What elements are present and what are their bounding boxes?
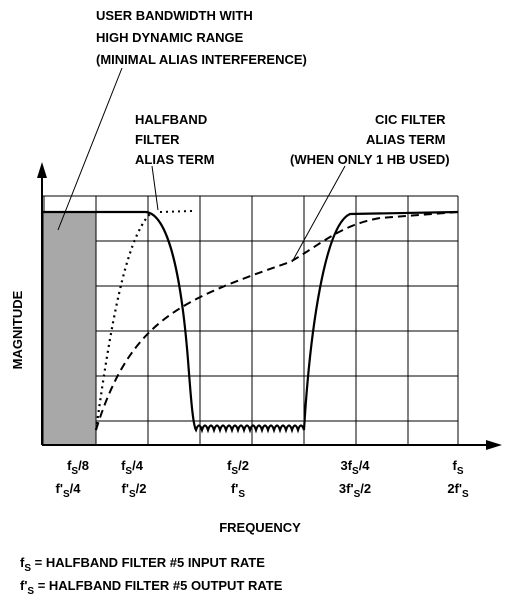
footnote-pre: f [20, 555, 25, 570]
x-tick-label: fS [452, 458, 463, 477]
annotation-line: FILTER [135, 132, 180, 147]
annotation-line: HIGH DYNAMIC RANGE [96, 30, 244, 45]
footnote: f'S = HALFBAND FILTER #5 OUTPUT RATE [20, 578, 283, 597]
x-tick-label-pre: f [121, 458, 126, 473]
annotation-line: HALFBAND [135, 112, 207, 127]
footnote-pre: f' [20, 578, 27, 593]
halfband-alias-curve [94, 213, 151, 431]
footnote-post: = HALFBAND FILTER #5 OUTPUT RATE [34, 578, 283, 593]
leader-cic [291, 165, 346, 263]
x-tick-label-post: /2 [360, 481, 371, 496]
x-axis-label: FREQUENCY [219, 520, 301, 535]
halfband-alias-tail [159, 210, 193, 213]
x-tick-label-post: /4 [359, 458, 371, 473]
x-tick-label-sub: S [352, 466, 359, 477]
x-tick-label-pre: 2f' [447, 481, 462, 496]
x-tick-label: fS/2 [227, 458, 249, 477]
x-tick-label-pre: f' [56, 481, 63, 496]
x-tick-label-pre: f [227, 458, 232, 473]
y-axis-label: MAGNITUDE [10, 290, 25, 369]
annotation-line: USER BANDWIDTH WITH [96, 8, 253, 23]
footnote-sub: S [27, 586, 34, 597]
annotation-line: ALIAS TERM [135, 152, 214, 167]
x-tick-label-pre: f' [231, 481, 238, 496]
x-tick-label-pre: 3f' [339, 481, 354, 496]
x-tick-label-sub: S [354, 489, 361, 500]
x-tick-label-pre: f [67, 458, 72, 473]
x-tick-label-sub: S [231, 466, 238, 477]
x-tick-label-sub: S [129, 489, 136, 500]
x-tick-label-post: /2 [238, 458, 249, 473]
x-tick-label: f'S/2 [122, 481, 147, 500]
user-band [42, 211, 97, 446]
x-tick-label-sub: S [125, 466, 132, 477]
grid [42, 195, 459, 445]
x-tick-label-post: /2 [136, 481, 147, 496]
x-tick-label-pre: f' [122, 481, 129, 496]
x-tick-label-post: /8 [78, 458, 89, 473]
x-tick-label: f'S/4 [56, 481, 82, 500]
leader-halfband [151, 165, 159, 211]
x-tick-label: 3fS/4 [340, 458, 370, 477]
x-tick-label-sub: S [462, 489, 469, 500]
filter-response [42, 210, 459, 434]
annotation-line: CIC FILTER [375, 112, 446, 127]
x-tick-label-post: /4 [70, 481, 82, 496]
annotation-line: ALIAS TERM [366, 132, 445, 147]
x-tick-label-sub: S [71, 466, 78, 477]
annotation-line: (MINIMAL ALIAS INTERFERENCE) [96, 52, 307, 67]
leader-user [57, 67, 123, 231]
y-arrow [37, 162, 47, 178]
cic-alias-curve [95, 211, 459, 431]
x-tick-label: 2f'S [447, 481, 469, 500]
x-tick-label: fS/8 [67, 458, 89, 477]
footnote: fS = HALFBAND FILTER #5 INPUT RATE [20, 555, 265, 574]
footnote-sub: S [24, 563, 31, 574]
x-tick-label: f'S [231, 481, 245, 500]
x-tick-label-pre: f [452, 458, 457, 473]
footnote-post: = HALFBAND FILTER #5 INPUT RATE [31, 555, 265, 570]
annotation-line: (WHEN ONLY 1 HB USED) [290, 152, 450, 167]
x-tick-label: fS/4 [121, 458, 144, 477]
x-arrow [486, 440, 502, 450]
x-tick-label-pre: 3f [340, 458, 352, 473]
x-tick-label-sub: S [63, 489, 70, 500]
x-tick-label-post: /4 [132, 458, 144, 473]
x-tick-label-sub: S [238, 489, 245, 500]
x-tick-label-sub: S [457, 466, 464, 477]
x-tick-label: 3f'S/2 [339, 481, 371, 500]
